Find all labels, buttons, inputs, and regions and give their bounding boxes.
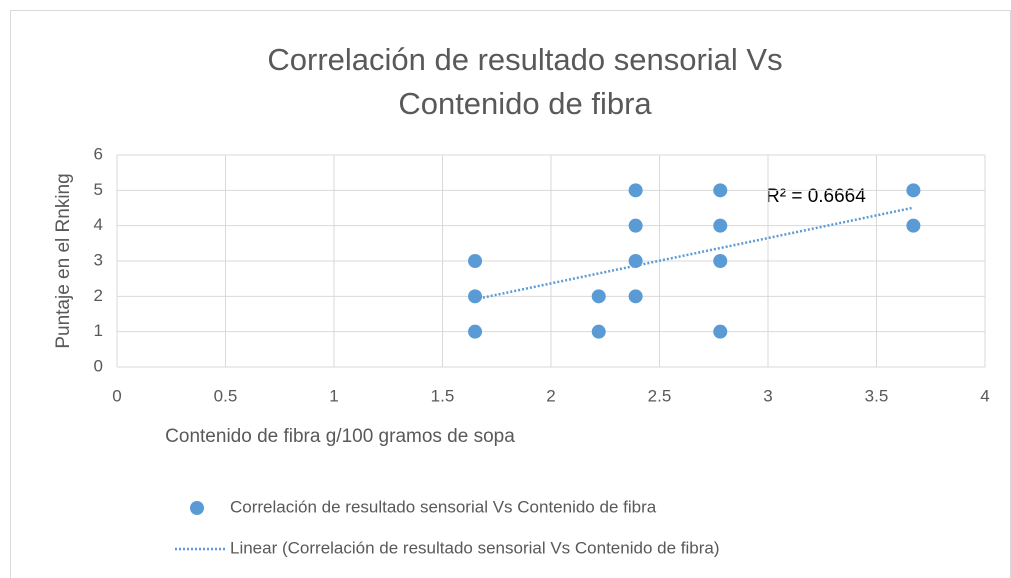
- x-tick-label: 3.5: [865, 386, 889, 405]
- legend-marker: [190, 501, 204, 515]
- point: [628, 254, 643, 268]
- y-tick-label: 1: [94, 321, 103, 340]
- y-axis-label: Puntaje en el Rnking: [53, 173, 74, 348]
- point: [713, 218, 728, 233]
- point: [906, 183, 921, 198]
- x-axis-label: Contenido de fibra g/100 gramos de sopa: [165, 426, 515, 447]
- legend-label: Correlación de resultado sensorial Vs Co…: [230, 497, 657, 516]
- point: [591, 324, 606, 339]
- x-tick-label: 0: [112, 386, 121, 405]
- point: [713, 254, 728, 268]
- y-tick-label: 6: [94, 144, 103, 163]
- trendline: [474, 206, 914, 301]
- point: [468, 289, 483, 304]
- x-tick-label: 2.5: [648, 386, 672, 405]
- y-tick-label: 2: [94, 286, 103, 305]
- point: [468, 324, 483, 339]
- chart-title: Correlación de resultado sensorial Vs Co…: [267, 42, 783, 121]
- legend-label: Linear (Correlación de resultado sensori…: [230, 538, 720, 557]
- y-tick-label: 0: [94, 356, 103, 375]
- annotation: R² = 0.6664: [766, 186, 866, 207]
- point: [591, 289, 606, 304]
- y-tick-label: 5: [94, 180, 103, 199]
- point: [468, 254, 483, 268]
- x-tick-label: 3: [763, 386, 772, 405]
- point: [906, 218, 921, 233]
- y-tick-label: 4: [94, 215, 103, 234]
- point: [628, 183, 643, 198]
- point: [628, 289, 643, 304]
- x-tick-label: 4: [980, 386, 989, 405]
- x-tick-label: 2: [546, 386, 555, 405]
- x-tick-label: 1: [329, 386, 338, 405]
- point: [713, 183, 728, 198]
- point: [713, 324, 728, 339]
- x-tick-label: 0.5: [214, 386, 238, 405]
- x-tick-label: 1.5: [431, 386, 455, 405]
- point: [628, 218, 643, 233]
- y-tick-label: 3: [94, 250, 103, 269]
